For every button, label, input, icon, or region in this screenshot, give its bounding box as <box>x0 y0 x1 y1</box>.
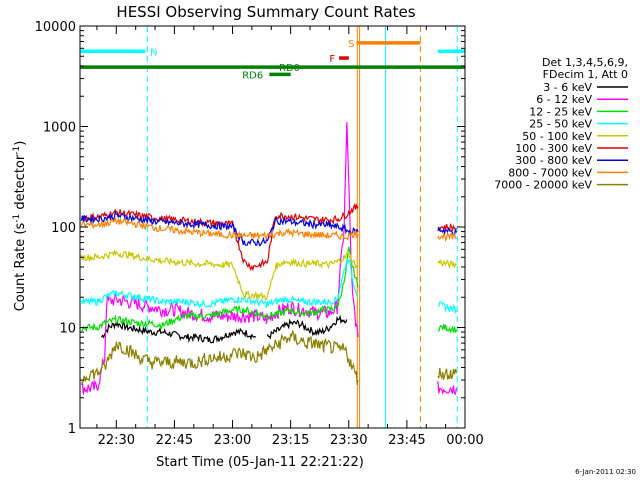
y-tick-label: 1000 <box>43 121 76 136</box>
x-tick-label: 23:15 <box>272 433 309 448</box>
y-tick-label: 10 <box>59 322 76 337</box>
series-line <box>81 329 359 386</box>
state-bar-label: RD6 <box>242 70 263 81</box>
state-bar-label: S <box>348 39 354 50</box>
legend: Det 1,3,4,5,6,9, FDecim 1, Att 0 3 - 6 k… <box>494 56 628 192</box>
legend-entry-label: 300 - 800 keV <box>515 154 592 167</box>
state-bar-label: F <box>329 54 335 65</box>
legend-entry-label: 25 - 50 keV <box>529 118 592 131</box>
chart-title: HESSI Observing Summary Count Rates <box>116 3 415 21</box>
legend-entry-label: 800 - 7000 keV <box>508 166 592 179</box>
series-line <box>437 367 458 381</box>
series-line <box>80 202 359 272</box>
legend-entry-label: 50 - 100 keV <box>522 130 592 143</box>
legend-entry-label: 6 - 12 keV <box>536 93 592 106</box>
series-line <box>101 320 257 344</box>
x-axis-label: Start Time (05-Jan-11 22:21:22) <box>156 455 364 470</box>
state-bars: N RD0 RD6 F S <box>80 39 465 81</box>
legend-header-line1: Det 1,3,4,5,6,9, <box>542 56 628 69</box>
y-tick-label: 10000 <box>35 20 76 35</box>
legend-entry-label: 12 - 25 keV <box>529 105 592 118</box>
series-line <box>80 217 359 241</box>
series-line <box>437 301 458 314</box>
state-bar-label: N <box>150 47 157 58</box>
y-tick-label: 1 <box>68 422 76 437</box>
legend-entry-label: 100 - 300 keV <box>515 142 592 155</box>
series-line <box>80 250 359 301</box>
state-bar-label: RD0 <box>279 63 300 74</box>
legend-header-line2: FDecim 1, Att 0 <box>543 68 628 81</box>
series-line <box>437 232 457 243</box>
y-tick-label: 100 <box>51 221 76 236</box>
series-line <box>266 314 348 340</box>
x-tick-label: 23:45 <box>388 433 425 448</box>
legend-entry-label: 7000 - 20000 keV <box>494 179 592 192</box>
series-line <box>437 222 458 233</box>
generation-timestamp: 6-Jan-2011 02:30 <box>575 468 636 476</box>
series-line <box>437 258 457 270</box>
x-axis: 22:30 22:45 23:00 23:15 23:30 23:45 00:00 <box>96 26 484 448</box>
y-axis: 1 10 100 1000 10000 <box>35 20 465 437</box>
series-line <box>437 324 458 334</box>
x-tick-label: 00:00 <box>446 433 483 448</box>
series-group <box>80 122 458 396</box>
x-tick-label: 23:30 <box>330 433 367 448</box>
x-tick-label: 22:45 <box>156 433 193 448</box>
y-axis-label: Count Rate (s-1 detector-1) <box>12 141 28 312</box>
legend-entry-label: 3 - 6 keV <box>543 81 592 94</box>
series-line <box>80 258 359 309</box>
x-tick-label: 23:00 <box>214 433 251 448</box>
x-tick-label: 22:30 <box>98 433 135 448</box>
series-line <box>437 381 458 396</box>
series-line <box>81 246 359 333</box>
